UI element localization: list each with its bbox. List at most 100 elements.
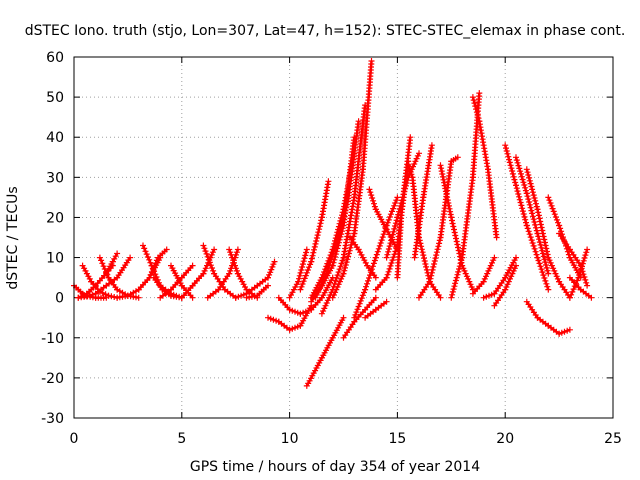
- series-47: [523, 166, 573, 301]
- data-point: [302, 252, 309, 259]
- data-point: [317, 284, 324, 290]
- data-point: [210, 267, 217, 274]
- data-point: [209, 265, 215, 271]
- data-point: [554, 275, 561, 282]
- series-40: [448, 90, 483, 301]
- data-point: [294, 323, 301, 330]
- data-point: [316, 223, 323, 230]
- data-point: [387, 262, 394, 269]
- y-axis-label: dSTEC / TECUs: [5, 186, 21, 289]
- data-point: [470, 97, 477, 104]
- series-41: [469, 94, 500, 241]
- data-point: [538, 224, 545, 231]
- data-point: [453, 235, 459, 242]
- data-point: [200, 242, 207, 249]
- data-point: [383, 254, 390, 261]
- data-point: [148, 268, 155, 275]
- data-point: [313, 238, 320, 244]
- series-22: [303, 314, 347, 389]
- data-point: [301, 255, 308, 262]
- data-point: [551, 211, 558, 218]
- data-point: [387, 211, 394, 218]
- data-point: [152, 260, 159, 267]
- data-point: [390, 228, 397, 235]
- data-point: [325, 264, 332, 271]
- data-point: [270, 316, 277, 323]
- data-point: [386, 265, 393, 272]
- data-point: [535, 209, 542, 216]
- x-tick-label: 0: [70, 431, 79, 447]
- series-30: [351, 194, 401, 321]
- data-point: [265, 274, 271, 281]
- data-point: [387, 240, 394, 247]
- data-point: [311, 243, 318, 250]
- data-point: [354, 306, 361, 313]
- data-point: [428, 272, 435, 279]
- data-point: [527, 234, 534, 241]
- data-point: [268, 266, 275, 273]
- data-point: [551, 267, 558, 274]
- data-point: [330, 250, 337, 257]
- data-point: [566, 326, 573, 333]
- data-point: [583, 279, 590, 286]
- data-point: [340, 215, 347, 222]
- data-point: [86, 275, 93, 282]
- data-point: [553, 216, 560, 223]
- data-point: [386, 243, 393, 250]
- data-point: [503, 284, 510, 290]
- data-point: [319, 278, 326, 285]
- data-point: [488, 291, 495, 298]
- data-point: [457, 260, 464, 267]
- data-point: [385, 216, 392, 223]
- data-point: [350, 233, 357, 240]
- data-point: [331, 247, 338, 254]
- data-point: [316, 226, 323, 233]
- data-point: [426, 278, 433, 285]
- data-point: [371, 200, 377, 207]
- series-39: [437, 162, 476, 293]
- data-point: [207, 262, 214, 269]
- data-point: [273, 317, 280, 324]
- data-point: [504, 150, 511, 157]
- data-point: [345, 253, 352, 260]
- data-point: [583, 249, 590, 256]
- data-point: [548, 262, 555, 269]
- data-point: [390, 205, 397, 212]
- data-point: [151, 263, 158, 270]
- data-point: [383, 298, 390, 305]
- y-tick-labels: -30 -20 -10 0 10 20 30 40 50 60: [41, 50, 64, 427]
- data-point: [507, 162, 514, 169]
- data-point: [486, 265, 493, 272]
- data-point: [417, 240, 424, 247]
- data-point: [83, 293, 90, 300]
- data-point: [513, 157, 520, 164]
- data-point: [345, 250, 352, 257]
- data-point: [533, 200, 539, 207]
- data-point: [267, 315, 274, 322]
- data-point: [423, 266, 430, 273]
- data-point: [561, 328, 568, 335]
- data-point: [408, 171, 415, 178]
- data-point: [448, 294, 455, 301]
- data-point: [487, 262, 494, 269]
- data-point: [552, 270, 559, 277]
- data-point: [544, 267, 551, 274]
- data-point: [524, 193, 531, 200]
- data-point: [530, 216, 537, 223]
- data-point: [298, 267, 305, 273]
- data-point: [370, 260, 377, 267]
- data-point: [547, 259, 554, 266]
- data-point: [484, 270, 491, 277]
- data-point: [330, 259, 337, 266]
- data-point: [539, 250, 546, 257]
- data-point: [505, 278, 512, 285]
- data-point: [545, 270, 552, 277]
- data-point: [385, 248, 392, 255]
- data-point: [150, 266, 157, 272]
- data-point: [557, 225, 564, 232]
- data-point: [516, 193, 523, 200]
- data-point: [509, 270, 516, 277]
- data-point: [386, 214, 393, 220]
- data-point: [538, 266, 545, 273]
- data-point: [327, 258, 334, 265]
